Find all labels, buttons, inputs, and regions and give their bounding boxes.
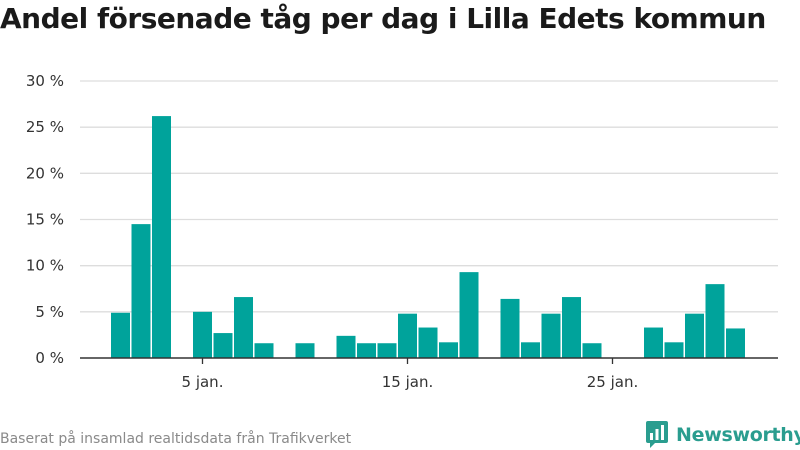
bar	[439, 342, 458, 358]
bar	[562, 297, 581, 358]
bars	[111, 116, 745, 358]
x-tick-label: 25 jan.	[587, 373, 639, 391]
chart-title: Andel försenade tåg per dag i Lilla Edet…	[0, 2, 766, 35]
brand-logo[interactable]: Newsworthy	[646, 421, 800, 449]
source-note: Baserat på insamlad realtidsdata från Tr…	[0, 431, 352, 447]
bar	[213, 333, 233, 358]
axes: 0 % 5 % 10 % 15 % 20 % 25 % 30 % 5 jan. 15 jan. 2…	[26, 72, 778, 391]
bar	[254, 343, 274, 358]
y-tick-label: 25 %	[26, 118, 64, 136]
y-tick-label: 30 %	[26, 72, 64, 90]
bar	[357, 343, 376, 358]
y-tick-label: 15 %	[26, 211, 64, 229]
bar	[377, 343, 397, 358]
x-tick-label: 5 jan.	[182, 373, 224, 391]
y-tick-label: 0 %	[35, 349, 64, 367]
y-tick-label: 10 %	[26, 257, 64, 275]
gridlines	[80, 80, 778, 313]
bar	[418, 327, 438, 358]
y-tick-label: 5 %	[35, 303, 64, 321]
x-tick-label: 15 jan.	[382, 373, 434, 391]
bar	[685, 313, 704, 358]
brand-name: Newsworthy	[676, 424, 800, 446]
bar	[398, 313, 417, 358]
bar	[726, 328, 745, 358]
bar	[234, 297, 253, 358]
bar	[541, 313, 561, 358]
bar	[336, 335, 356, 358]
bar	[644, 327, 663, 358]
bar	[459, 272, 479, 358]
y-tick-label: 20 %	[26, 164, 64, 182]
bar	[705, 284, 725, 358]
bar	[582, 343, 602, 358]
bar	[152, 116, 171, 358]
bar	[193, 311, 212, 358]
bar	[111, 312, 130, 358]
bar	[131, 224, 151, 358]
newsworthy-logo-icon	[646, 421, 668, 448]
bar	[295, 343, 315, 358]
bar	[500, 298, 520, 358]
bar	[664, 342, 684, 358]
bar	[521, 342, 540, 358]
